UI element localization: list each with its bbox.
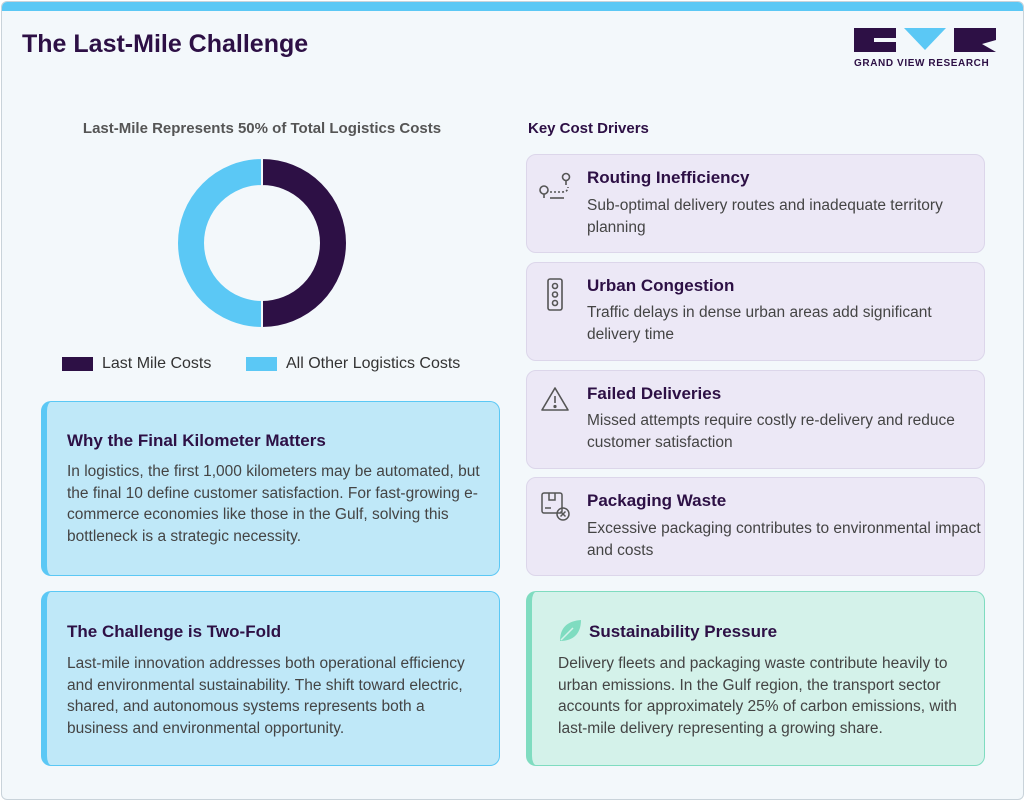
sustainability-box (526, 591, 985, 766)
driver-title: Packaging Waste (587, 491, 727, 510)
traffic-icon (547, 278, 563, 311)
driver-text: Sub-optimal delivery routes and inadequa… (587, 197, 943, 236)
warning-icon (541, 387, 569, 411)
info-title: Why the Final Kilometer Matters (67, 431, 326, 450)
legend-swatch (62, 357, 93, 371)
driver-text: Missed attempts require costly re-delive… (587, 412, 955, 451)
leaf-icon (560, 620, 581, 641)
driver-title: Urban Congestion (587, 276, 735, 295)
route-icon (539, 172, 571, 199)
donut-slice (261, 156, 348, 330)
sustainability-text: Delivery fleets and packaging waste cont… (558, 655, 957, 738)
driver-title: Routing Inefficiency (587, 168, 750, 187)
info-text: Last-mile innovation addresses both oper… (67, 655, 465, 738)
info-box (41, 401, 500, 576)
logo-text: GRAND VIEW RESEARCH (854, 58, 990, 69)
driver-card (526, 370, 985, 469)
top-strip (2, 2, 1023, 11)
sustainability-title: Sustainability Pressure (589, 622, 778, 641)
legend-label: Last Mile Costs (102, 355, 212, 372)
driver-text: Traffic delays in dense urban areas add … (587, 304, 932, 343)
logo (854, 28, 996, 52)
info-title: The Challenge is Two-Fold (67, 622, 282, 641)
donut-slice (176, 156, 263, 330)
info-box (41, 591, 500, 766)
driver-title: Failed Deliveries (587, 384, 722, 403)
driver-text: Excessive packaging contributes to envir… (587, 520, 981, 559)
chart-title: Last-Mile Represents 50% of Total Logist… (82, 120, 442, 137)
section-title: Key Cost Drivers (528, 120, 649, 137)
driver-card (526, 262, 985, 361)
legend-label: All Other Logistics Costs (286, 355, 461, 372)
driver-card (526, 477, 985, 576)
info-text: In logistics, the first 1,000 kilometers… (67, 463, 480, 546)
legend-swatch (246, 357, 277, 371)
page-title: The Last-Mile Challenge (22, 30, 309, 58)
donut-chart (176, 156, 348, 330)
driver-card (526, 154, 985, 253)
package-icon (541, 492, 570, 521)
